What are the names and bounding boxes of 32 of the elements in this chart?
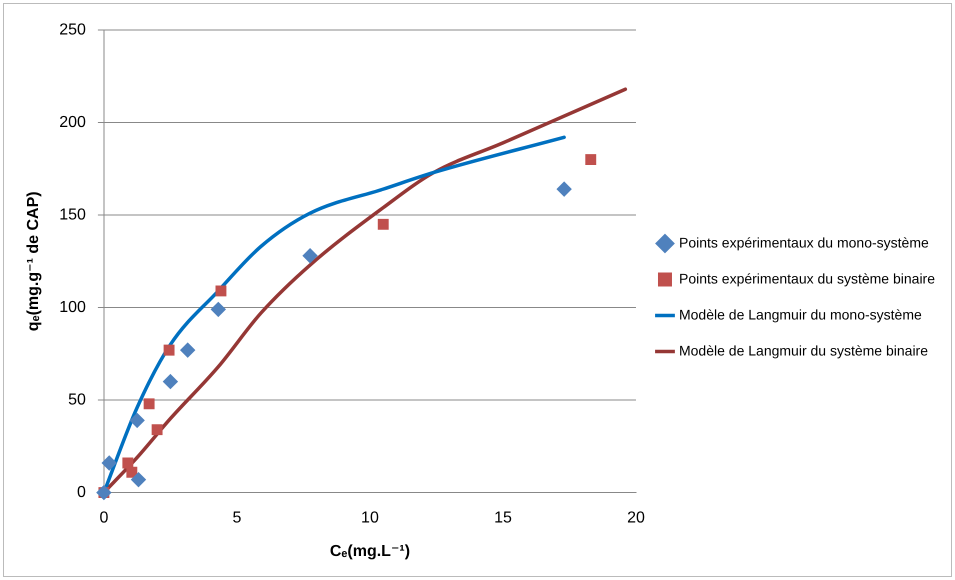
y-tick-label: 150 xyxy=(59,206,86,224)
point xyxy=(180,342,196,358)
point xyxy=(556,182,572,197)
point xyxy=(378,218,389,230)
point xyxy=(210,302,226,317)
legend-label: Modèle de Langmuir du mono-système xyxy=(678,306,922,322)
x-axis-title: Cₑ(mg.L⁻¹) xyxy=(330,542,410,560)
y-tick-label: 0 xyxy=(76,484,86,502)
point xyxy=(585,154,596,165)
legend-label: Modèle de Langmuir du système binaire xyxy=(678,342,928,358)
x-tick-label: 0 xyxy=(99,510,108,527)
point xyxy=(152,424,163,436)
point xyxy=(164,344,175,356)
x-tick-label: 15 xyxy=(494,510,512,527)
y-tick-label: 200 xyxy=(59,114,86,131)
y-tick-label: 50 xyxy=(68,391,86,408)
x-tick-label: 20 xyxy=(627,510,645,527)
point xyxy=(102,455,117,470)
legend-label: Points expérimentaux du système binaire xyxy=(678,270,936,286)
point xyxy=(216,285,226,296)
point xyxy=(122,458,134,468)
point xyxy=(162,374,178,390)
y-tick-label: 250 xyxy=(59,21,86,38)
legend-label: Points expérimentaux du mono-système xyxy=(678,234,929,250)
y-tick-label: 100 xyxy=(59,298,86,316)
point xyxy=(302,248,318,264)
point xyxy=(144,398,155,410)
point xyxy=(130,472,146,488)
x-tick-label: 10 xyxy=(361,510,379,527)
x-tick-label: 5 xyxy=(232,510,242,527)
y-axis-title: qₑ(mg.g⁻¹ de CAP) xyxy=(25,191,42,332)
point xyxy=(130,412,145,428)
